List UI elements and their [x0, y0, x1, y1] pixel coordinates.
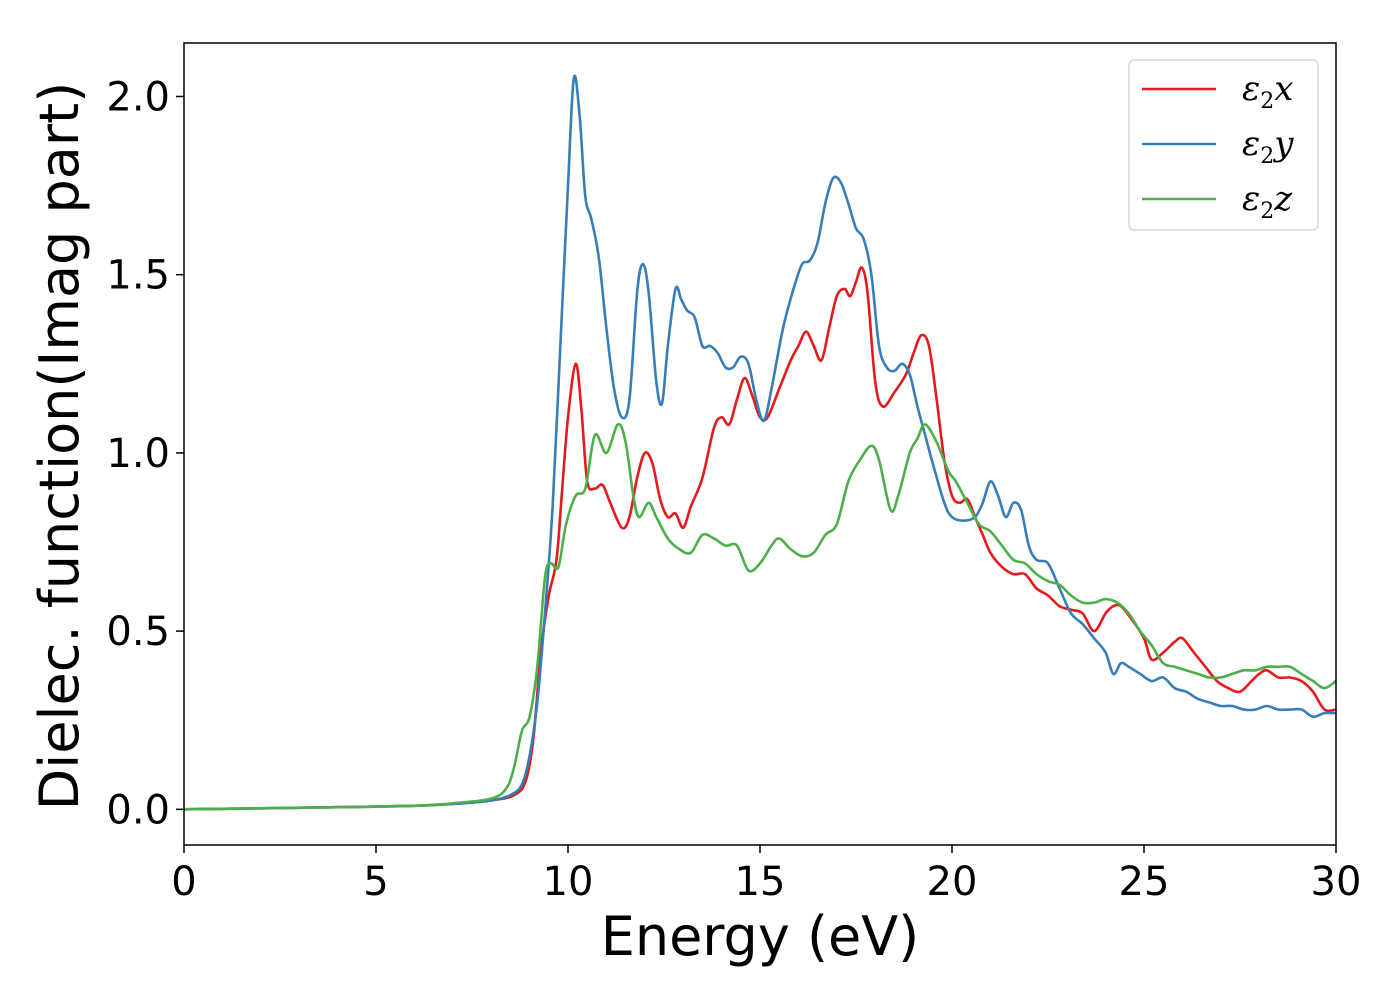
- legend-label-2: ε2y: [1242, 124, 1294, 169]
- legend-subscript: 2: [1260, 199, 1274, 224]
- x-tick-label: 0: [171, 859, 196, 905]
- x-tick-label: 20: [927, 859, 978, 905]
- x-axis-label: Energy (eV): [601, 905, 920, 968]
- plot-lines: [184, 74, 1336, 811]
- y-tick-label: 0.5: [106, 609, 170, 655]
- y-tick-label: 1.5: [106, 253, 170, 299]
- series-line-2: [184, 74, 1336, 811]
- legend-subscript: 2: [1260, 89, 1274, 114]
- y-axis-label: Dielec. function(Imag part): [28, 82, 91, 811]
- legend-symbol: ε: [1242, 124, 1260, 164]
- legend-component: z: [1273, 179, 1293, 219]
- legend-box: [1128, 59, 1319, 231]
- x-tick-label: 25: [1119, 859, 1170, 905]
- x-axis-ticks: 0 5 10 15 20 25 30: [171, 845, 1361, 905]
- legend-label-3: ε2z: [1242, 179, 1293, 224]
- x-tick-label: 10: [543, 859, 594, 905]
- legend-symbol: ε: [1242, 179, 1260, 219]
- y-tick-label: 2.0: [106, 74, 170, 120]
- series-line-1: [184, 266, 1336, 811]
- legend-component: y: [1272, 124, 1294, 164]
- legend-component: x: [1274, 69, 1293, 109]
- y-tick-label: 0.0: [106, 787, 170, 833]
- series-line-3: [184, 422, 1336, 811]
- x-tick-label: 30: [1311, 859, 1362, 905]
- legend-symbol: ε: [1242, 69, 1260, 109]
- x-tick-label: 15: [735, 859, 786, 905]
- y-tick-label: 1.0: [106, 431, 170, 477]
- legend-subscript: 2: [1260, 144, 1274, 169]
- y-axis-ticks: 0.0 0.5 1.0 1.5 2.0: [106, 74, 184, 833]
- x-tick-label: 5: [363, 859, 388, 905]
- legend-label-1: ε2x: [1242, 69, 1293, 114]
